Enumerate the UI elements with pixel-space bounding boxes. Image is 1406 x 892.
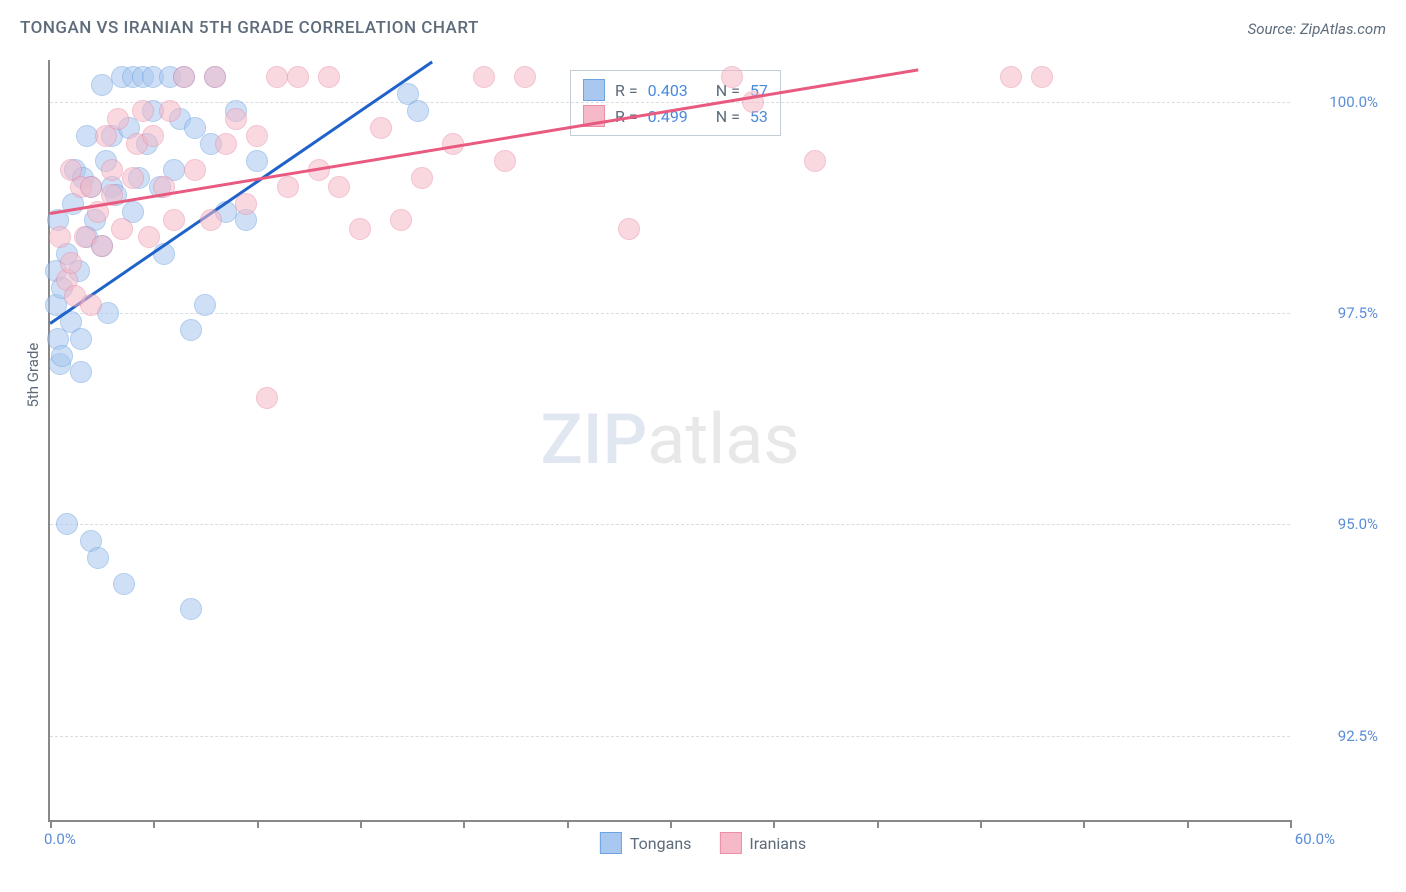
legend-swatch [600,832,622,854]
scatter-point [91,74,113,96]
scatter-point [132,100,154,122]
scatter-point [246,150,268,172]
scatter-point [390,209,412,231]
xtick [1187,820,1189,828]
scatter-point [328,176,350,198]
scatter-point [407,100,429,122]
scatter-point [80,176,102,198]
legend-label: Iranians [749,834,806,853]
xtick [773,820,775,828]
scatter-point [184,159,206,181]
legend-stats-row: R =0.499 N =53 [583,103,768,129]
xtick [257,820,259,828]
scatter-point [473,66,495,88]
scatter-point [194,294,216,316]
scatter-point [1031,66,1053,88]
bottom-legend-item: Tongans [600,832,692,854]
xtick [1290,820,1292,828]
watermark-zip: ZIP [541,399,648,481]
legend-label: Tongans [630,834,692,853]
scatter-point [277,176,299,198]
ytick-label: 97.5% [1308,304,1378,322]
scatter-point [411,167,433,189]
scatter-point [804,150,826,172]
y-axis-label: 5th Grade [24,343,42,408]
scatter-point [494,150,516,172]
scatter-point [111,218,133,240]
scatter-point [80,294,102,316]
plot-area: ZIPatlas R =0.403 N =57R =0.499 N =53 92… [48,60,1290,822]
trendline [50,68,918,214]
watermark-atlas: atlas [647,399,799,481]
xtick [877,820,879,828]
xtick [1083,820,1085,828]
scatter-point [184,117,206,139]
watermark: ZIPatlas [541,399,800,481]
scatter-point [173,66,195,88]
scatter-point [215,133,237,155]
scatter-point [318,66,340,88]
scatter-point [138,226,160,248]
scatter-point [113,573,135,595]
scatter-point [51,345,73,367]
scatter-point [180,598,202,620]
scatter-point [514,66,536,88]
bottom-legend-item: Iranians [719,832,806,854]
scatter-point [204,66,226,88]
n-label: N = [716,107,740,126]
xtick [980,820,982,828]
ytick-label: 92.5% [1308,727,1378,745]
scatter-point [246,125,268,147]
scatter-point [266,66,288,88]
r-value: 0.403 [648,81,688,100]
ytick-label: 95.0% [1308,515,1378,533]
scatter-point [287,66,309,88]
scatter-point [349,218,371,240]
xtick [360,820,362,828]
scatter-point [1000,66,1022,88]
legend-swatch [719,832,741,854]
xtick [153,820,155,828]
scatter-point [49,226,71,248]
chart-title: TONGAN VS IRANIAN 5TH GRADE CORRELATION … [20,18,479,38]
scatter-point [142,125,164,147]
x-max-label: 60.0% [1295,830,1335,848]
scatter-point [101,159,123,181]
xtick [670,820,672,828]
xtick [463,820,465,828]
scatter-point [235,193,257,215]
scatter-point [70,361,92,383]
scatter-point [159,100,181,122]
scatter-point [87,547,109,569]
xtick [50,820,52,828]
scatter-point [163,209,185,231]
scatter-point [107,108,129,130]
ytick-label: 100.0% [1308,93,1378,111]
xtick [567,820,569,828]
legend-swatch [583,79,605,101]
scatter-point [225,108,247,130]
bottom-legend: Tongans Iranians [600,832,806,854]
scatter-point [200,209,222,231]
gridline [50,313,1290,314]
scatter-point [721,66,743,88]
gridline [50,736,1290,737]
scatter-point [91,235,113,257]
scatter-point [256,387,278,409]
scatter-point [370,117,392,139]
x-min-label: 0.0% [44,830,76,848]
scatter-point [180,319,202,341]
scatter-point [56,513,78,535]
scatter-point [70,328,92,350]
gridline [50,524,1290,525]
scatter-point [122,167,144,189]
source-label: Source: ZipAtlas.com [1248,20,1386,38]
scatter-point [60,252,82,274]
scatter-point [618,218,640,240]
r-label: R = [615,81,638,100]
